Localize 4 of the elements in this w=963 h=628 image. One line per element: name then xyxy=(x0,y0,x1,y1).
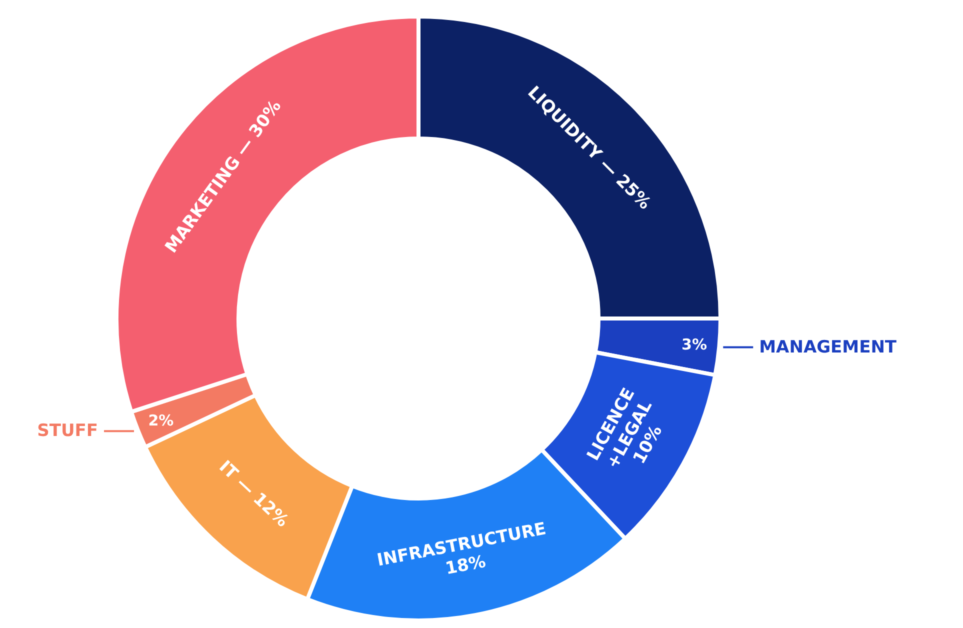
slice-label: MANAGEMENT xyxy=(759,337,897,358)
data-label: 2% xyxy=(148,411,174,430)
slice-label: STUFF xyxy=(37,421,98,442)
data-label: 3% xyxy=(682,336,708,354)
